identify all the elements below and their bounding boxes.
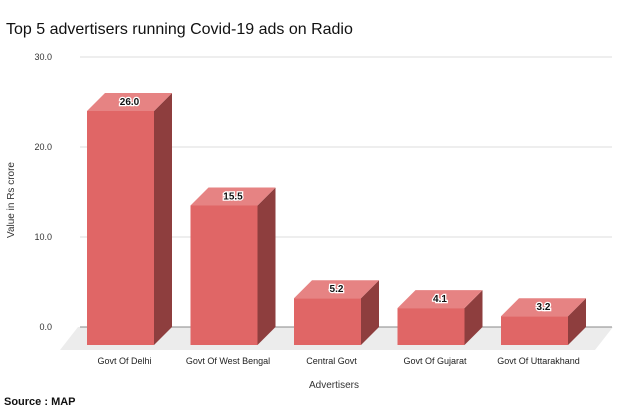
chart-title: Top 5 advertisers running Covid-19 ads o… xyxy=(6,21,353,38)
y-tick-label: 20.0 xyxy=(34,142,52,152)
bar-top xyxy=(294,280,379,299)
data-label: 15.5 xyxy=(223,192,243,203)
y-tick-label: 0.0 xyxy=(39,322,52,332)
data-label: 26.0 xyxy=(120,97,140,108)
bar-front xyxy=(190,205,258,345)
y-axis-label: Value in Rs crore xyxy=(6,162,17,238)
y-tick-label: 10.0 xyxy=(34,232,52,242)
x-tick-label: Govt Of Gujarat xyxy=(403,356,467,366)
bar-side xyxy=(568,298,586,345)
source-note: Source : MAP xyxy=(4,396,76,408)
bar-side xyxy=(464,290,483,345)
bar: 4.1 xyxy=(397,290,483,345)
x-tick-label: Govt Of Uttarakhand xyxy=(497,356,580,366)
bar: 3.2 xyxy=(501,298,586,345)
bar: 26.0 xyxy=(87,93,172,345)
y-tick-label: 30.0 xyxy=(34,52,52,62)
bar-side xyxy=(361,280,379,345)
x-axis-label: Advertisers xyxy=(309,380,359,391)
data-label: 3.2 xyxy=(537,302,551,313)
bar-side xyxy=(154,93,172,345)
data-label: 4.1 xyxy=(433,294,447,305)
bar: 15.5 xyxy=(190,187,276,345)
bar-top xyxy=(501,298,586,317)
bar-top xyxy=(190,187,276,206)
bar-top xyxy=(87,93,172,111)
bar: 5.2 xyxy=(294,280,379,345)
bar-top xyxy=(397,290,483,309)
bar-side xyxy=(257,187,276,345)
x-tick-label: Central Govt xyxy=(306,356,357,366)
x-tick-label: Govt Of West Bengal xyxy=(186,356,270,366)
bar-front xyxy=(397,308,465,345)
bar-front xyxy=(501,316,568,345)
bar-front xyxy=(294,298,361,345)
bar-front xyxy=(87,111,154,345)
data-label: 5.2 xyxy=(330,284,344,295)
x-tick-label: Govt Of Delhi xyxy=(97,356,151,366)
